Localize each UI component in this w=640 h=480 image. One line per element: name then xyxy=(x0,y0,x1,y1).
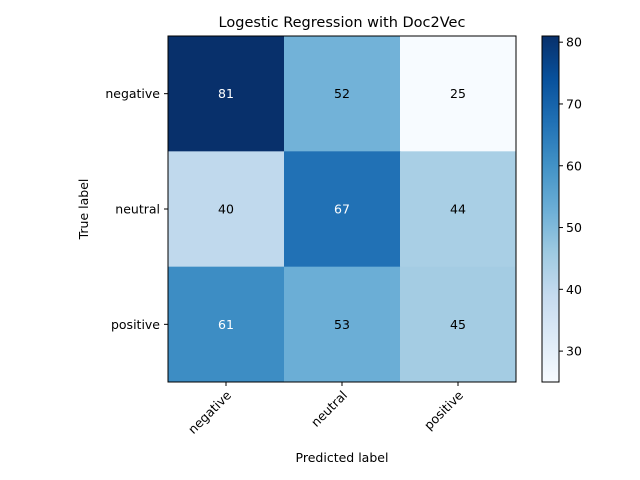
colorbar-tick-label: 40 xyxy=(566,282,582,297)
colorbar xyxy=(541,35,560,383)
x-tick-label: negative xyxy=(185,387,234,436)
heatmap-cell xyxy=(168,36,285,152)
colorbar-tick-label: 50 xyxy=(566,220,582,235)
colorbar-tick-label: 60 xyxy=(566,158,582,173)
heatmap-cell xyxy=(400,151,517,268)
y-tick-label: positive xyxy=(111,317,160,332)
heatmap-cell xyxy=(284,151,401,268)
cell-value-label: 44 xyxy=(450,202,466,217)
y-axis-label: True label xyxy=(76,179,91,241)
cell-value-label: 81 xyxy=(218,86,234,101)
heatmap-cell xyxy=(168,151,285,268)
cell-value-label: 45 xyxy=(450,317,466,332)
colorbar-tick-label: 80 xyxy=(566,35,582,50)
y-tick-label: neutral xyxy=(115,202,160,217)
x-axis-ticks: negative neutral positive xyxy=(185,382,466,437)
heatmap-cell xyxy=(168,266,285,383)
heatmap-cell xyxy=(284,36,401,152)
x-axis-label: Predicted label xyxy=(296,450,389,465)
heatmap-cell xyxy=(284,266,401,383)
heatmap-cell xyxy=(400,36,517,152)
cell-value-label: 52 xyxy=(334,86,350,101)
colorbar-tick-label: 70 xyxy=(566,96,582,111)
cell-value-label: 25 xyxy=(450,86,466,101)
cell-value-label: 61 xyxy=(218,317,234,332)
y-tick-label: negative xyxy=(105,86,160,101)
heatmap-cells: 81 52 25 40 67 44 61 53 45 xyxy=(168,36,517,383)
heatmap-cell xyxy=(400,266,517,383)
y-axis-ticks: negative neutral positive xyxy=(105,86,168,332)
chart-title: Logestic Regression with Doc2Vec xyxy=(219,15,466,31)
x-tick-label: neutral xyxy=(308,388,350,430)
x-tick-label: positive xyxy=(421,387,466,432)
cell-value-label: 40 xyxy=(218,202,234,217)
colorbar-tick-label: 30 xyxy=(566,344,582,359)
colorbar-ticks: 30 40 50 60 70 80 xyxy=(559,35,582,359)
cell-value-label: 53 xyxy=(334,317,350,332)
cell-value-label: 67 xyxy=(334,202,350,217)
